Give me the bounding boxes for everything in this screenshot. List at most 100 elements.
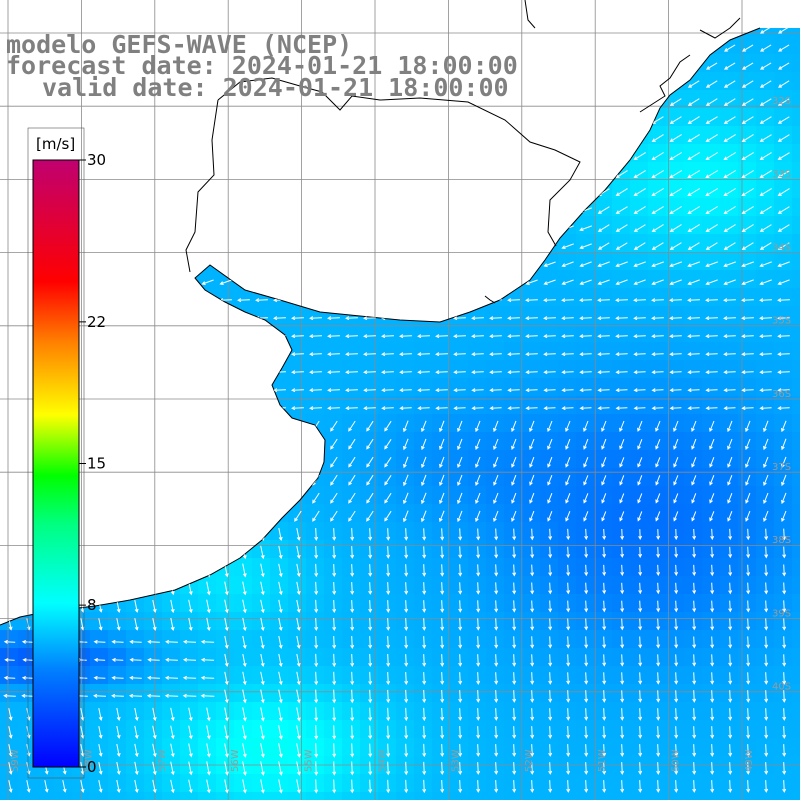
field-cell — [450, 198, 469, 217]
wind-arrow — [368, 618, 373, 631]
wind-arrow — [512, 600, 517, 613]
wind-arrow — [439, 420, 445, 433]
field-cell — [702, 684, 721, 703]
wind-arrow — [327, 370, 340, 375]
wind-arrow — [134, 528, 139, 541]
field-cell — [648, 774, 667, 793]
field-cell — [540, 36, 559, 55]
wind-arrow — [111, 334, 124, 339]
wind-arrow — [525, 352, 538, 357]
field-cell — [684, 792, 703, 800]
wind-arrow — [435, 135, 448, 141]
wind-arrow — [314, 617, 319, 632]
wind-arrow — [691, 438, 697, 450]
wind-arrow — [219, 334, 232, 339]
field-cell — [756, 180, 775, 199]
wind-arrow — [475, 420, 481, 433]
field-cell — [702, 270, 721, 289]
field-cell — [702, 72, 721, 91]
wind-arrow — [327, 298, 340, 303]
field-cell — [396, 738, 415, 757]
wind-arrow — [404, 743, 409, 758]
wind-arrow — [525, 298, 538, 303]
wind-arrow — [255, 135, 268, 141]
wind-arrow — [529, 420, 535, 433]
field-cell — [612, 270, 631, 289]
wind-arrow — [368, 546, 373, 559]
field-cell — [666, 684, 685, 703]
wind-arrow — [170, 725, 175, 740]
field-cell — [432, 396, 451, 415]
wind-arrow — [202, 10, 213, 15]
field-cell — [630, 54, 649, 73]
wind-arrow — [566, 726, 571, 739]
field-cell — [198, 378, 217, 397]
wind-arrow — [709, 475, 715, 486]
wind-arrow — [294, 456, 302, 468]
field-cell — [738, 252, 757, 271]
field-cell — [774, 630, 793, 649]
wind-arrow — [669, 80, 682, 88]
wind-arrow — [237, 117, 250, 123]
wind-arrow — [615, 279, 628, 285]
wind-arrow — [512, 654, 517, 667]
wind-arrow — [728, 672, 733, 685]
field-cell — [792, 342, 800, 361]
field-cell — [666, 594, 685, 613]
wind-arrow — [619, 457, 625, 468]
field-cell — [0, 378, 19, 397]
wind-arrow — [476, 780, 481, 793]
wind-arrow — [98, 546, 103, 559]
wind-arrow — [723, 224, 736, 232]
field-cell — [396, 486, 415, 505]
wind-arrow — [584, 744, 589, 757]
wind-arrow — [439, 474, 445, 487]
wind-arrow — [781, 474, 787, 487]
field-cell — [432, 108, 451, 127]
wind-arrow — [201, 370, 214, 375]
field-cell — [0, 648, 19, 667]
wind-arrow — [584, 618, 589, 631]
wind-arrow — [458, 528, 463, 541]
wind-arrow — [384, 475, 392, 486]
wind-arrow — [183, 406, 196, 411]
field-cell — [378, 594, 397, 613]
wind-arrow — [530, 726, 535, 739]
wind-arrow — [345, 189, 358, 195]
wind-arrow — [314, 779, 319, 794]
wind-arrow — [3, 675, 16, 680]
lon-label: 57W — [157, 749, 168, 772]
wind-arrow — [597, 206, 610, 214]
wind-arrow — [309, 298, 322, 303]
field-cell — [432, 594, 451, 613]
field-cell — [324, 522, 343, 541]
field-cell — [432, 144, 451, 163]
field-cell — [144, 630, 163, 649]
wind-arrow — [565, 493, 571, 504]
field-cell — [180, 180, 199, 199]
field-cell — [0, 486, 19, 505]
wind-arrow — [782, 690, 787, 703]
wind-arrow — [561, 207, 574, 214]
field-cell — [432, 378, 451, 397]
wind-arrow — [58, 10, 69, 15]
field-cell — [738, 306, 757, 325]
wind-arrow — [745, 492, 751, 504]
field-cell — [324, 612, 343, 631]
wind-arrow — [633, 316, 646, 321]
wind-arrow — [242, 635, 247, 650]
field-cell — [756, 288, 775, 307]
wind-arrow — [728, 600, 733, 613]
wind-arrow — [224, 707, 229, 722]
field-cell — [684, 0, 703, 19]
field-cell — [738, 36, 757, 55]
wind-arrow — [294, 474, 302, 486]
wind-arrow — [656, 564, 661, 577]
wind-arrow — [764, 708, 769, 721]
field-cell — [450, 288, 469, 307]
field-cell — [756, 558, 775, 577]
wind-arrow — [489, 279, 502, 285]
field-cell — [792, 468, 800, 487]
field-cell — [558, 486, 577, 505]
wind-arrow — [548, 654, 553, 667]
